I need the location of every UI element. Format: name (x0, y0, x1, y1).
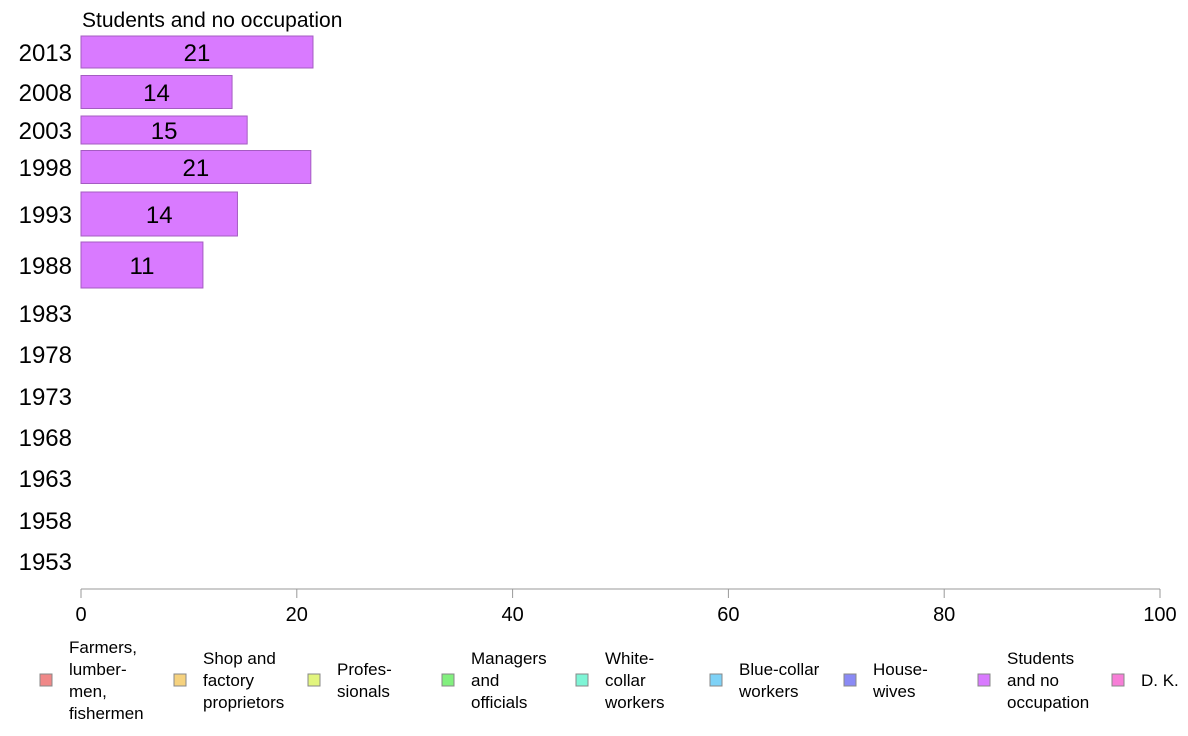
bar (80, 35, 314, 69)
legend-swatch (441, 673, 455, 687)
x-tick-label: 80 (933, 604, 955, 626)
legend-swatch (307, 673, 321, 687)
x-tick-label: 40 (501, 604, 523, 626)
y-tick-label: 1998 (19, 155, 72, 182)
y-tick-label: 1973 (19, 384, 72, 411)
bar-value-label: 14 (143, 80, 170, 107)
legend-swatch (709, 673, 723, 687)
legend-label: House- (873, 660, 928, 679)
x-tick-label: 0 (75, 604, 86, 626)
legend-label: White- (605, 649, 654, 668)
legend-item: Managers and officials (441, 649, 547, 712)
legend-item: Farmers, lumber-men, fishermen (39, 638, 144, 723)
bar-value-label: 21 (184, 40, 211, 67)
chart-title: Students and no occupation (82, 9, 342, 32)
bar-value-label: 14 (146, 202, 173, 229)
legend-label: occupation (1007, 693, 1089, 712)
legend-label: fishermen (69, 704, 144, 723)
legend-label: sionals (337, 682, 390, 701)
bar-value-label: 21 (183, 155, 210, 182)
y-tick-label: 1993 (19, 202, 72, 229)
legend-item: Students and no occupation (977, 649, 1089, 712)
legend-label: proprietors (203, 693, 284, 712)
bar (80, 115, 248, 145)
x-tick-label: 100 (1143, 604, 1176, 626)
x-tick-label: 20 (286, 604, 308, 626)
legend-item: D. K. (1111, 671, 1179, 690)
legend-label: officials (471, 693, 527, 712)
bar-value-label: 15 (151, 118, 178, 145)
x-axis: 0 20 40 60 80 100 (75, 588, 1177, 626)
legend-label: workers (738, 682, 799, 701)
legend-item: Shop and factory proprietors (173, 649, 284, 712)
legend-label: Blue-collar (739, 660, 820, 679)
legend-swatch (173, 673, 187, 687)
legend-label: Farmers, (69, 638, 137, 657)
legend-swatch (977, 673, 991, 687)
y-tick-label: 2008 (19, 80, 72, 107)
legend-swatch (843, 673, 857, 687)
y-tick-label: 2003 (19, 118, 72, 145)
legend-label: factory (203, 671, 255, 690)
legend-label: and no (1007, 671, 1059, 690)
x-tick-label: 60 (717, 604, 739, 626)
y-tick-label: 2013 (19, 40, 72, 67)
bar (80, 241, 204, 289)
legend-label: Shop and (203, 649, 276, 668)
legend-label: lumber- (69, 660, 127, 679)
bar (80, 150, 312, 184)
legend: Farmers, lumber-men, fishermen Shop and fact… (39, 638, 1179, 723)
legend-label: and (471, 671, 499, 690)
y-tick-label: 1978 (19, 342, 72, 369)
legend-label: Students (1007, 649, 1074, 668)
legend-item: House-wives (843, 660, 928, 701)
legend-label: collar (605, 671, 646, 690)
y-tick-label: 1988 (19, 253, 72, 280)
legend-item: White-collar workers (575, 649, 665, 712)
legend-label: workers (604, 693, 665, 712)
legend-item: Profes-sionals (307, 660, 392, 701)
bar (80, 75, 233, 109)
legend-label: Managers (471, 649, 547, 668)
bar-value-label: 11 (130, 253, 155, 280)
legend-label: men, (69, 682, 107, 701)
legend-swatch (39, 673, 53, 687)
legend-label: wives (872, 682, 916, 701)
bar (80, 191, 238, 237)
y-tick-label: 1968 (19, 425, 72, 452)
legend-swatch (1111, 673, 1125, 687)
legend-item: Blue-collar workers (709, 660, 820, 701)
y-tick-label: 1953 (19, 549, 72, 576)
y-axis-labels: 2013 2008 2003 1998 1993 1988 1983 1978 1973 1968… (19, 40, 72, 576)
y-tick-label: 1958 (19, 508, 72, 535)
y-tick-label: 1983 (19, 301, 72, 328)
legend-swatch (575, 673, 589, 687)
legend-label: Profes- (337, 660, 392, 679)
legend-label: D. K. (1141, 671, 1179, 690)
y-tick-label: 1963 (19, 466, 72, 493)
